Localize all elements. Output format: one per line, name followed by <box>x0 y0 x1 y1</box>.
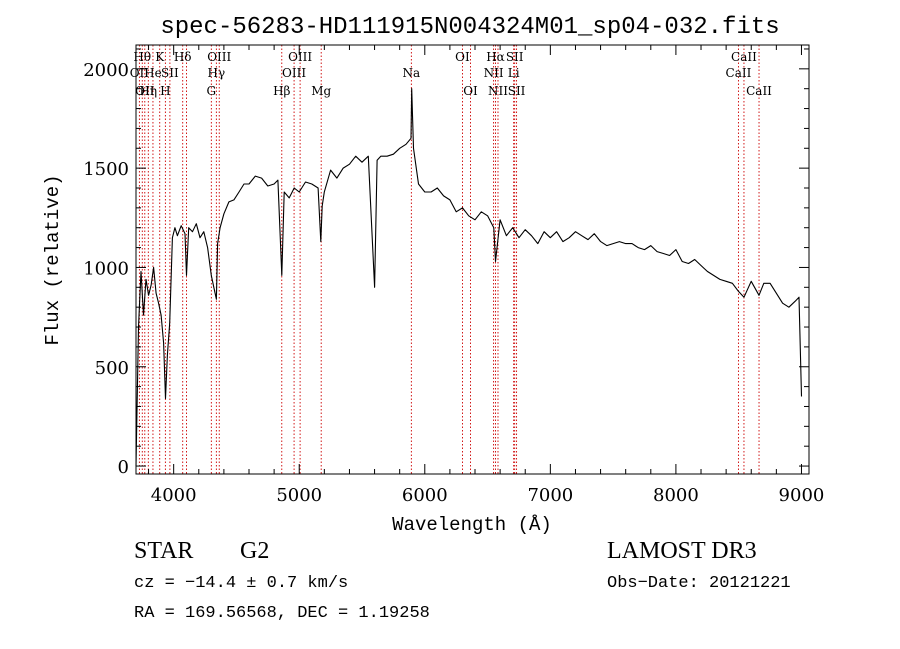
line-marker-label: CaII <box>726 66 752 80</box>
x-tick-label: 6000 <box>402 485 448 506</box>
line-marker-label: OI <box>463 84 478 98</box>
line-marker-label: OIII <box>288 50 312 64</box>
line-marker-label: Hα <box>486 50 505 64</box>
survey-name: LAMOST DR3 <box>607 538 757 564</box>
line-marker-label: K <box>155 50 165 64</box>
line-marker-label: Na <box>403 66 421 80</box>
line-marker-label: G <box>207 84 217 98</box>
line-marker-label: OIII <box>207 50 231 64</box>
line-markers <box>138 45 760 474</box>
y-tick-label: 1000 <box>83 258 129 279</box>
spectrum-series <box>135 88 803 467</box>
line-marker-label: Hγ <box>208 66 226 80</box>
line-marker-label: OII <box>135 84 155 98</box>
x-tick-label: 5000 <box>276 485 322 506</box>
line-marker-label: H <box>160 84 170 98</box>
line-marker-label: Hθ <box>133 50 151 64</box>
line-marker-label: Hδ <box>174 50 192 64</box>
line-marker-label: CaII <box>731 50 757 64</box>
object-class: STAR <box>134 538 194 564</box>
axis-ticks: 4000 5000 6000 7000 8000 9000 0 500 1000 1500 2000 <box>83 45 824 506</box>
line-marker-label: OII <box>130 66 150 80</box>
y-tick-label: 2000 <box>83 60 129 81</box>
line-marker-label: Hη <box>139 84 157 98</box>
spectrum-line <box>135 88 803 467</box>
chart-title: spec-56283-HD111915N004324M01_sp04-032.f… <box>160 14 779 41</box>
line-marker-labels: OIIHθOIIHηHeKHSIIHδGHγOIIIHβOIIIOIIIMgNa… <box>130 50 772 98</box>
line-marker-label: SII <box>508 84 526 98</box>
object-subclass: G2 <box>240 538 270 564</box>
x-tick-label: 8000 <box>653 485 699 506</box>
x-tick-label: 4000 <box>151 485 197 506</box>
line-marker-label: Mg <box>311 84 331 98</box>
x-axis-title: Wavelength (Å) <box>392 514 552 536</box>
line-marker-label: OI <box>455 50 470 64</box>
y-tick-label: 0 <box>118 457 129 478</box>
line-marker-label: NII <box>488 84 508 98</box>
x-tick-label: 9000 <box>779 485 825 506</box>
line-marker-label: SII <box>161 66 179 80</box>
coordinates: RA = 169.56568, DEC = 1.19258 <box>134 604 430 623</box>
observation-date: Obs−Date: 20121221 <box>607 574 791 593</box>
line-marker-label: SII <box>506 50 524 64</box>
line-marker-label: He <box>144 66 162 80</box>
line-marker-label: CaII <box>746 84 772 98</box>
y-tick-label: 1500 <box>83 159 129 180</box>
line-marker-label: NII <box>484 66 504 80</box>
y-tick-label: 500 <box>95 358 129 379</box>
redshift-velocity: cz = −14.4 ± 0.7 km/s <box>134 574 349 593</box>
y-axis-title: Flux (relative) <box>42 174 64 345</box>
line-marker-label: OIII <box>282 66 306 80</box>
x-tick-label: 7000 <box>527 485 573 506</box>
line-marker-label: Hβ <box>273 84 290 98</box>
line-marker-label: Li <box>508 66 520 80</box>
plot-frame <box>135 44 810 475</box>
